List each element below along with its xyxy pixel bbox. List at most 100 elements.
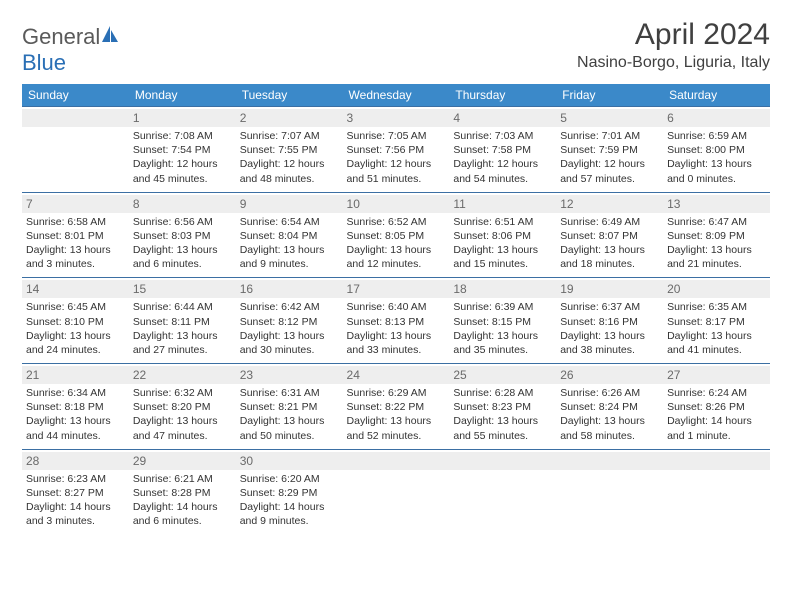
calendar-week-row: 1Sunrise: 7:08 AMSunset: 7:54 PMDaylight… <box>22 107 770 193</box>
calendar-cell: 25 Sunrise: 6:28 AMSunset: 8:23 PMDayligh… <box>449 364 556 450</box>
calendar-cell: 7Sunrise: 6:58 AMSunset: 8:01 PMDaylight… <box>22 192 129 278</box>
calendar-week-row: 7Sunrise: 6:58 AMSunset: 8:01 PMDaylight… <box>22 192 770 278</box>
sunset-text: Sunset: 8:06 PM <box>453 229 552 243</box>
daylight-text: Daylight: 14 hours and 9 minutes. <box>240 500 339 528</box>
daylight-text: Daylight: 13 hours and 55 minutes. <box>453 414 552 442</box>
title-block: April 2024 Nasino-Borgo, Liguria, Italy <box>577 18 770 72</box>
daylight-text: Daylight: 12 hours and 45 minutes. <box>133 157 232 185</box>
day-number: 3 <box>343 109 450 127</box>
calendar-cell: 26Sunrise: 6:26 AMSunset: 8:24 PMDayligh… <box>556 364 663 450</box>
sunrise-text: Sunrise: 7:08 AM <box>133 129 232 143</box>
sunrise-text: Sunrise: 6:37 AM <box>560 300 659 314</box>
calendar-cell: 13Sunrise: 6:47 AMSunset: 8:09 PMDayligh… <box>663 192 770 278</box>
calendar-cell: 6Sunrise: 6:59 AMSunset: 8:00 PMDaylight… <box>663 107 770 193</box>
day-number <box>449 452 556 470</box>
sunset-text: Sunset: 8:24 PM <box>560 400 659 414</box>
day-info: Sunrise: 6:40 AMSunset: 8:13 PMDaylight:… <box>347 300 446 357</box>
sunrise-text: Sunrise: 6:42 AM <box>240 300 339 314</box>
sunset-text: Sunset: 8:17 PM <box>667 315 766 329</box>
daylight-text: Daylight: 12 hours and 48 minutes. <box>240 157 339 185</box>
calendar-cell: 24Sunrise: 6:29 AMSunset: 8:22 PMDayligh… <box>343 364 450 450</box>
day-number: 13 <box>663 195 770 213</box>
day-header: Saturday <box>663 84 770 107</box>
sunset-text: Sunset: 8:10 PM <box>26 315 125 329</box>
day-header: Friday <box>556 84 663 107</box>
day-info: Sunrise: 6:44 AMSunset: 8:11 PMDaylight:… <box>133 300 232 357</box>
logo-text: General Blue <box>22 24 120 76</box>
daylight-text: Daylight: 13 hours and 12 minutes. <box>347 243 446 271</box>
sunrise-text: Sunrise: 6:23 AM <box>26 472 125 486</box>
day-info: Sunrise: 6:24 AMSunset: 8:26 PMDaylight:… <box>667 386 766 443</box>
sunrise-text: Sunrise: 7:05 AM <box>347 129 446 143</box>
calendar-cell: 22Sunrise: 6:32 AMSunset: 8:20 PMDayligh… <box>129 364 236 450</box>
sunset-text: Sunset: 8:16 PM <box>560 315 659 329</box>
daylight-text: Daylight: 14 hours and 1 minute. <box>667 414 766 442</box>
day-number: 20 <box>663 280 770 298</box>
calendar-table: SundayMondayTuesdayWednesdayThursdayFrid… <box>22 84 770 534</box>
day-number: 23 <box>236 366 343 384</box>
sunrise-text: Sunrise: 6:31 AM <box>240 386 339 400</box>
sunset-text: Sunset: 7:58 PM <box>453 143 552 157</box>
calendar-cell: 23 Sunrise: 6:31 AMSunset: 8:21 PMDayligh… <box>236 364 343 450</box>
sunrise-text: Sunrise: 6:51 AM <box>453 215 552 229</box>
calendar-cell: 2Sunrise: 7:07 AMSunset: 7:55 PMDaylight… <box>236 107 343 193</box>
sunset-text: Sunset: 8:18 PM <box>26 400 125 414</box>
daylight-text: Daylight: 13 hours and 9 minutes. <box>240 243 339 271</box>
calendar-week-row: 28Sunrise: 6:23 AMSunset: 8:27 PMDayligh… <box>22 449 770 534</box>
day-info: Sunrise: 6:31 AMSunset: 8:21 PMDaylight:… <box>240 386 339 443</box>
day-info: Sunrise: 7:01 AMSunset: 7:59 PMDaylight:… <box>560 129 659 186</box>
day-info: Sunrise: 7:08 AMSunset: 7:54 PMDaylight:… <box>133 129 232 186</box>
day-info: Sunrise: 7:03 AMSunset: 7:58 PMDaylight:… <box>453 129 552 186</box>
daylight-text: Daylight: 13 hours and 33 minutes. <box>347 329 446 357</box>
day-number: 18 <box>449 280 556 298</box>
day-info: Sunrise: 6:28 AMSunset: 8:23 PMDaylight:… <box>453 386 552 443</box>
calendar-cell <box>449 449 556 534</box>
day-number: 2 <box>236 109 343 127</box>
calendar-cell: 27 Sunrise: 6:24 AMSunset: 8:26 PMDayligh… <box>663 364 770 450</box>
day-info: Sunrise: 6:35 AMSunset: 8:17 PMDaylight:… <box>667 300 766 357</box>
day-info: Sunrise: 6:54 AMSunset: 8:04 PMDaylight:… <box>240 215 339 272</box>
daylight-text: Daylight: 13 hours and 35 minutes. <box>453 329 552 357</box>
daylight-text: Daylight: 13 hours and 6 minutes. <box>133 243 232 271</box>
day-info: Sunrise: 6:51 AMSunset: 8:06 PMDaylight:… <box>453 215 552 272</box>
day-header: Monday <box>129 84 236 107</box>
day-info: Sunrise: 6:37 AMSunset: 8:16 PMDaylight:… <box>560 300 659 357</box>
header: General Blue April 2024 Nasino-Borgo, Li… <box>22 18 770 76</box>
calendar-cell: 30Sunrise: 6:20 AMSunset: 8:29 PMDayligh… <box>236 449 343 534</box>
sunrise-text: Sunrise: 6:56 AM <box>133 215 232 229</box>
daylight-text: Daylight: 13 hours and 27 minutes. <box>133 329 232 357</box>
day-info: Sunrise: 6:56 AMSunset: 8:03 PMDaylight:… <box>133 215 232 272</box>
sunrise-text: Sunrise: 6:45 AM <box>26 300 125 314</box>
sunset-text: Sunset: 8:09 PM <box>667 229 766 243</box>
calendar-cell <box>22 107 129 193</box>
daylight-text: Daylight: 13 hours and 47 minutes. <box>133 414 232 442</box>
day-number: 4 <box>449 109 556 127</box>
logo-text-part2: Blue <box>22 50 66 75</box>
sunrise-text: Sunrise: 6:32 AM <box>133 386 232 400</box>
sunrise-text: Sunrise: 6:34 AM <box>26 386 125 400</box>
calendar-cell <box>343 449 450 534</box>
day-number: 19 <box>556 280 663 298</box>
sunset-text: Sunset: 8:28 PM <box>133 486 232 500</box>
sunset-text: Sunset: 7:56 PM <box>347 143 446 157</box>
calendar-cell: 3Sunrise: 7:05 AMSunset: 7:56 PMDaylight… <box>343 107 450 193</box>
calendar-cell: 17Sunrise: 6:40 AMSunset: 8:13 PMDayligh… <box>343 278 450 364</box>
day-number: 15 <box>129 280 236 298</box>
calendar-cell: 1Sunrise: 7:08 AMSunset: 7:54 PMDaylight… <box>129 107 236 193</box>
day-number: 25 <box>449 366 556 384</box>
day-number: 26 <box>556 366 663 384</box>
sunset-text: Sunset: 8:15 PM <box>453 315 552 329</box>
day-number: 5 <box>556 109 663 127</box>
daylight-text: Daylight: 13 hours and 50 minutes. <box>240 414 339 442</box>
day-header-row: SundayMondayTuesdayWednesdayThursdayFrid… <box>22 84 770 107</box>
day-number: 7 <box>22 195 129 213</box>
sunrise-text: Sunrise: 6:47 AM <box>667 215 766 229</box>
location: Nasino-Borgo, Liguria, Italy <box>577 54 770 72</box>
daylight-text: Daylight: 13 hours and 44 minutes. <box>26 414 125 442</box>
day-number: 14 <box>22 280 129 298</box>
sunrise-text: Sunrise: 6:26 AM <box>560 386 659 400</box>
day-number: 27 <box>663 366 770 384</box>
sunset-text: Sunset: 8:20 PM <box>133 400 232 414</box>
day-number <box>663 452 770 470</box>
day-info: Sunrise: 6:32 AMSunset: 8:20 PMDaylight:… <box>133 386 232 443</box>
